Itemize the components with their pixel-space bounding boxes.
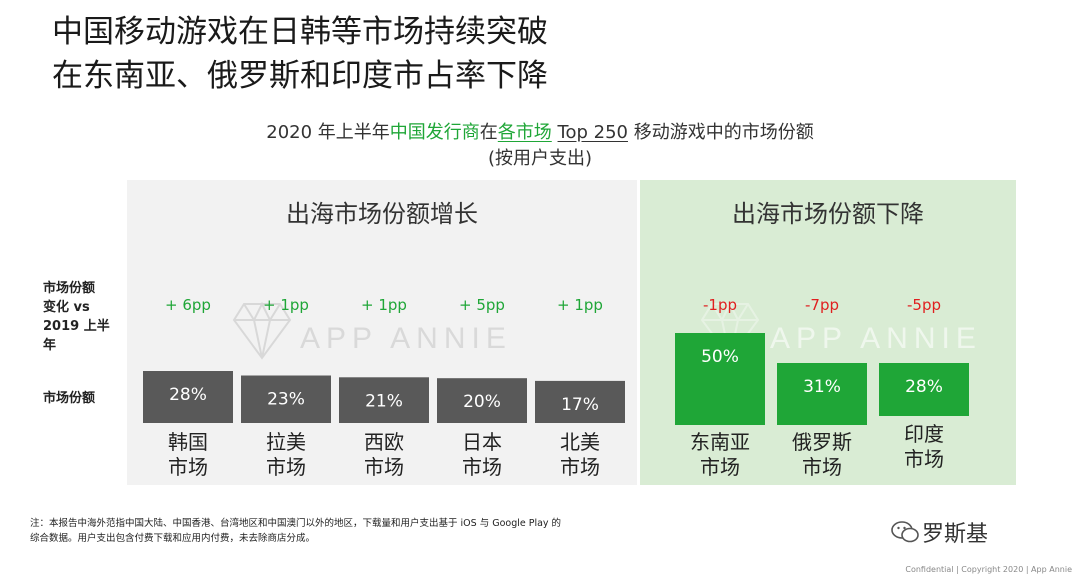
category-label: 韩国 [168, 430, 208, 454]
app-annie-watermark: APP ANNIE [770, 322, 982, 355]
subtitle-line-2: (按用户支出) [487, 148, 593, 169]
value-label: 28% [169, 385, 207, 405]
title-line-1: 中国移动游戏在日韩等市场持续突破 [52, 14, 548, 50]
row-label-share-change: 市场份额 变化 vs 2019 上半 年 [43, 279, 110, 355]
category-label: 市场 [560, 455, 600, 479]
category-label: 市场 [462, 455, 502, 479]
category-label: 市场 [700, 455, 740, 479]
change-label: + 1pp [557, 296, 603, 314]
value-label: 21% [365, 391, 403, 411]
change-label: -5pp [907, 296, 941, 314]
footnote-line: 综合数据。用户支出包含付费下载和应用内付费，未去除商店分成。 [30, 533, 316, 544]
change-label: + 6pp [165, 296, 211, 314]
bar [777, 363, 867, 425]
bar [675, 333, 765, 425]
decline-panel: 出海市场份额下降 [640, 180, 1016, 485]
category-label: 北美 [560, 430, 600, 454]
change-label: -7pp [805, 296, 839, 314]
category-label: 市场 [904, 447, 944, 471]
row-label-market-share: 市场份额 [43, 391, 96, 406]
change-label: + 1pp [263, 296, 309, 314]
confidential-notice: Confidential | Copyright 2020 | App Anni… [905, 565, 1072, 574]
bar [535, 380, 625, 423]
subtitle-highlight: 各市场 [497, 122, 552, 143]
row-label-line: 市场份额 [43, 281, 96, 296]
category-label: 市场 [364, 455, 404, 479]
bar [437, 378, 527, 423]
subtitle-line-1: 2020 年上半年中国发行商在各市场 Top 250 移动游戏中的市场份额 [0, 120, 1080, 146]
category-label: 俄罗斯 [792, 430, 852, 454]
growth-panel: 出海市场份额增长 [127, 180, 637, 485]
app-annie-watermark: APP ANNIE [300, 322, 512, 355]
category-label: 市场 [168, 455, 208, 479]
brand-name: 罗斯基 [922, 522, 989, 547]
value-label: 20% [463, 392, 501, 412]
subtitle-part: 在 [479, 122, 498, 143]
category-label: 东南亚 [690, 430, 750, 454]
category-label: 日本 [462, 430, 502, 454]
growth-panel-title: 出海市场份额增长 [286, 200, 478, 228]
slide-title: 中国移动游戏在日韩等市场持续突破 在东南亚、俄罗斯和印度市占率下降 [52, 10, 548, 98]
subtitle-underlined: Top 250 [557, 122, 628, 143]
subtitle-part: 移动游戏中的市场份额 [627, 122, 814, 143]
change-label: + 1pp [361, 296, 407, 314]
category-label: 市场 [802, 455, 842, 479]
value-label: 28% [905, 377, 943, 397]
bar [241, 375, 331, 423]
category-label: 市场 [266, 455, 306, 479]
change-label: -1pp [703, 296, 737, 314]
subtitle-highlight: 中国发行商 [389, 122, 480, 143]
row-label-line: 年 [43, 338, 57, 353]
value-label: 17% [561, 395, 599, 415]
category-label: 拉美 [266, 430, 306, 454]
row-label-line: 变化 vs [43, 300, 90, 315]
change-label: + 5pp [459, 296, 505, 314]
category-label: 西欧 [364, 430, 404, 454]
title-line-2: 在东南亚、俄罗斯和印度市占率下降 [52, 58, 548, 94]
value-label: 50% [701, 347, 739, 367]
bar [143, 371, 233, 423]
bar [339, 377, 429, 423]
diamond-watermark-icon [232, 301, 292, 360]
footnote: 注：本报告中海外范指中国大陆、中国香港、台湾地区和中国澳门以外的地区，下载量和用… [30, 516, 561, 546]
row-label-line: 2019 上半 [43, 319, 110, 334]
subtitle-part: 2020 年上半年 [266, 122, 390, 143]
chart-subtitle: 2020 年上半年中国发行商在各市场 Top 250 移动游戏中的市场份额 (按… [0, 120, 1080, 172]
wechat-icon [891, 521, 919, 543]
value-label: 23% [267, 390, 305, 410]
bar [879, 363, 969, 416]
category-label: 印度 [904, 422, 944, 446]
decline-panel-title: 出海市场份额下降 [732, 200, 924, 228]
value-label: 31% [803, 377, 841, 397]
footnote-line: 注：本报告中海外范指中国大陆、中国香港、台湾地区和中国澳门以外的地区，下载量和用… [30, 518, 562, 529]
